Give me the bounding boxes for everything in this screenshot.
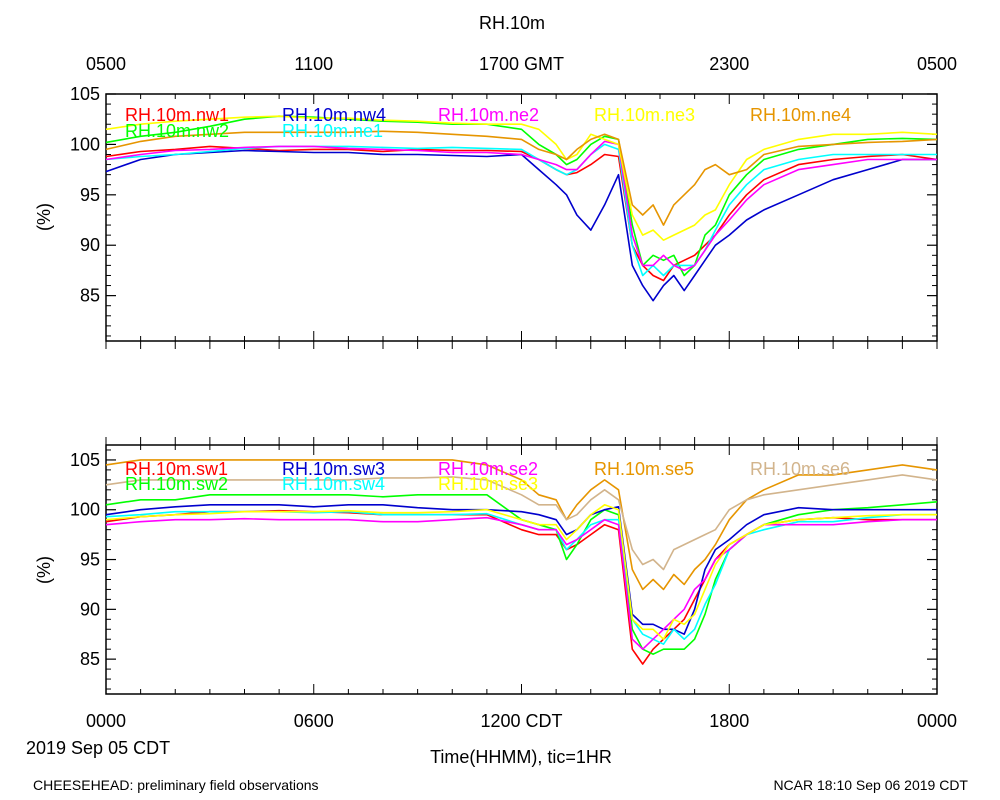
- date-label: 2019 Sep 05 CDT: [26, 738, 170, 758]
- y-tick-label: 95: [80, 550, 100, 570]
- legend-sw1: RH.10m.sw1: [125, 459, 228, 479]
- gmt-tick-label: 1100: [294, 54, 333, 74]
- series-line-ne2: [105, 140, 937, 272]
- legend-ne4: RH.10m.ne4: [750, 105, 851, 125]
- legend-se6: RH.10m.se6: [750, 459, 850, 479]
- y-tick-label: 85: [80, 286, 100, 306]
- legend-sw4: RH.10m.sw4: [282, 474, 385, 494]
- legend-nw4: RH.10m.nw4: [282, 105, 386, 125]
- y-tick-label: 105: [70, 450, 100, 470]
- cdt-tick-label: 0600: [294, 711, 334, 731]
- cdt-tick-label: 1800: [709, 711, 749, 731]
- cdt-tick-label: 0000: [86, 711, 126, 731]
- y-tick-label: 90: [80, 599, 100, 619]
- series-line-ne4: [105, 130, 938, 226]
- series-line-ne3: [105, 115, 938, 241]
- legend-nw1: RH.10m.nw1: [125, 105, 229, 125]
- y-tick-label: 100: [70, 500, 100, 520]
- legend-se3: RH.10m.se3: [438, 474, 538, 494]
- top-panel-frame: [105, 93, 938, 342]
- legend-ne2: RH.10m.ne2: [438, 105, 539, 125]
- cdt-tick-label: 1200 CDT: [480, 711, 562, 731]
- legend-se2: RH.10m.se2: [438, 459, 538, 479]
- legend-ne3: RH.10m.ne3: [594, 105, 695, 125]
- bottom-panel-ylabel: (%): [34, 556, 54, 584]
- legend-se5: RH.10m.se5: [594, 459, 694, 479]
- footer-right: NCAR 18:10 Sep 06 2019 CDT: [773, 777, 968, 793]
- x-axis-label: Time(HHMM), tic=1HR: [430, 747, 612, 767]
- legend-sw2: RH.10m.sw2: [125, 474, 228, 494]
- series-line-nw4: [105, 149, 937, 302]
- series-line-sw1: [105, 509, 937, 665]
- cdt-tick-label: 0000: [917, 711, 957, 731]
- y-tick-label: 95: [80, 185, 100, 205]
- series-line-ne1: [105, 143, 937, 277]
- y-tick-label: 85: [80, 649, 100, 669]
- gmt-tick-label: 0500: [917, 54, 957, 74]
- chart-title: RH.10m: [479, 13, 545, 33]
- series-line-nw2: [105, 115, 938, 277]
- footer-left: CHEESEHEAD: preliminary field observatio…: [33, 777, 319, 793]
- series-line-se3: [105, 503, 937, 641]
- series-line-sw4: [105, 510, 937, 646]
- gmt-tick-label: 2300: [709, 54, 749, 74]
- gmt-tick-label: 1700 GMT: [479, 54, 564, 74]
- y-tick-label: 100: [70, 134, 100, 154]
- gmt-tick-label: 0500: [86, 54, 126, 74]
- y-tick-label: 90: [80, 235, 100, 255]
- top-panel-ylabel: (%): [34, 203, 54, 231]
- series-line-se6: [105, 474, 938, 571]
- y-tick-label: 105: [70, 84, 100, 104]
- series-line-sw3: [105, 503, 937, 636]
- legend-ne1: RH.10m.ne1: [282, 121, 383, 141]
- legend-sw3: RH.10m.sw3: [282, 459, 385, 479]
- series-line-nw1: [105, 145, 938, 282]
- legend-nw2: RH.10m.nw2: [125, 121, 229, 141]
- series-line-se2: [105, 516, 937, 651]
